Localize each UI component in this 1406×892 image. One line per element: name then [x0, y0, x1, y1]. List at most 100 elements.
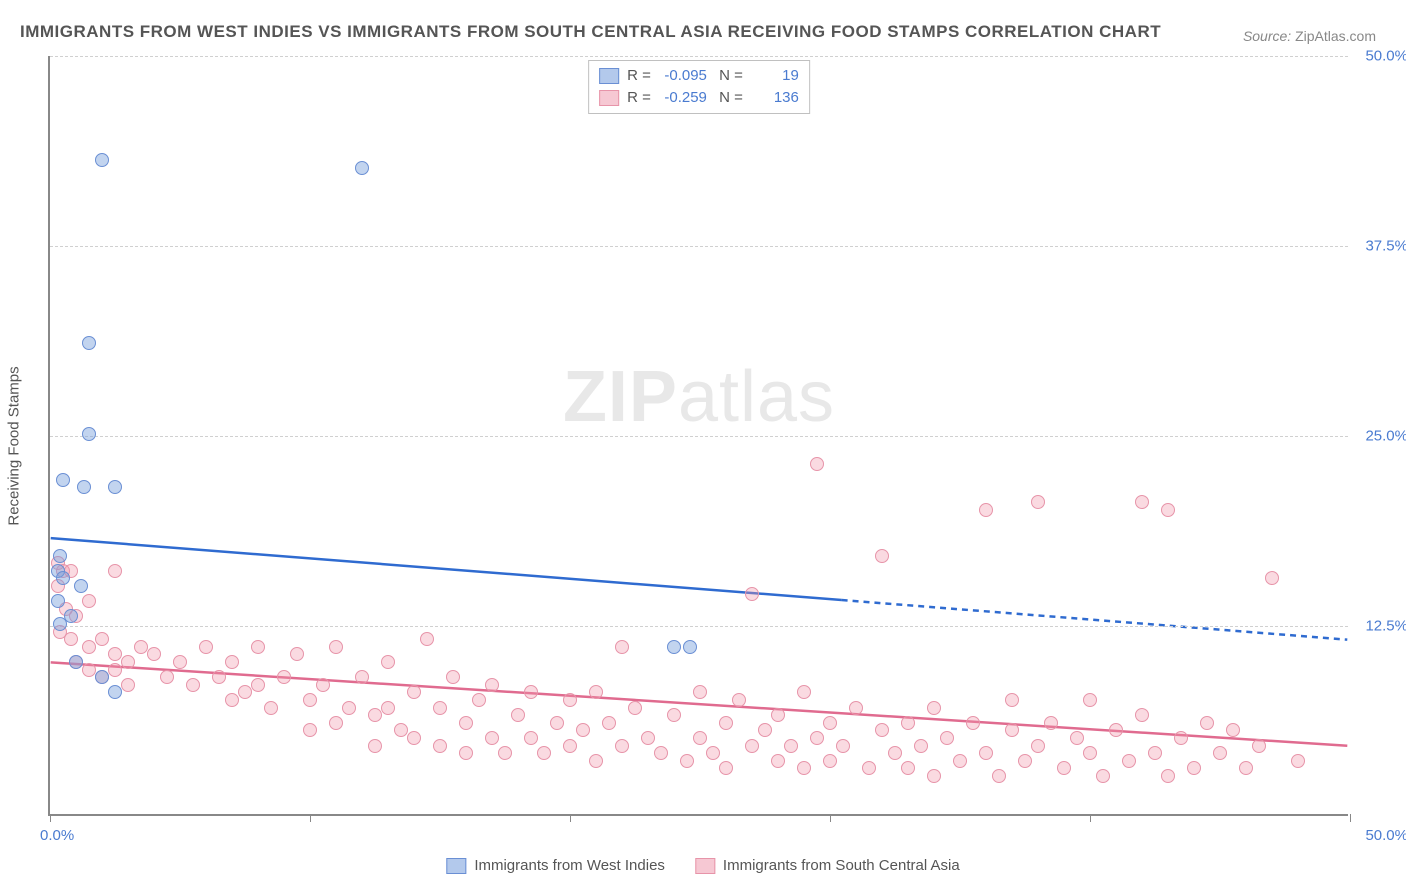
scatter-point — [771, 708, 785, 722]
x-axis-max-label: 50.0% — [1365, 827, 1406, 844]
scatter-point — [667, 640, 681, 654]
scatter-point — [264, 701, 278, 715]
scatter-point — [901, 716, 915, 730]
scatter-point — [53, 549, 67, 563]
scatter-point — [51, 594, 65, 608]
scatter-point — [667, 708, 681, 722]
scatter-point — [589, 685, 603, 699]
scatter-point — [303, 693, 317, 707]
y-axis-title: Receiving Food Stamps — [6, 366, 23, 525]
scatter-point — [134, 640, 148, 654]
scatter-point — [108, 663, 122, 677]
scatter-point — [524, 685, 538, 699]
scatter-point — [381, 701, 395, 715]
scatter-point — [173, 655, 187, 669]
scatter-point — [693, 731, 707, 745]
scatter-point — [368, 739, 382, 753]
source-attribution: Source: ZipAtlas.com — [1243, 28, 1376, 44]
scatter-point — [888, 746, 902, 760]
x-tick — [50, 814, 51, 822]
scatter-point — [628, 701, 642, 715]
scatter-point — [82, 336, 96, 350]
scatter-point — [69, 655, 83, 669]
scatter-point — [82, 640, 96, 654]
scatter-point — [459, 746, 473, 760]
scatter-point — [1187, 761, 1201, 775]
watermark-rest: atlas — [678, 357, 835, 437]
trend-lines-svg — [50, 56, 1348, 814]
bottom-legend-item-0: Immigrants from West Indies — [446, 857, 665, 874]
source-label: Source: — [1243, 28, 1291, 44]
bottom-legend: Immigrants from West Indies Immigrants f… — [446, 857, 959, 874]
scatter-point — [1291, 754, 1305, 768]
scatter-point — [810, 457, 824, 471]
scatter-point — [1057, 761, 1071, 775]
scatter-point — [485, 678, 499, 692]
scatter-point — [758, 723, 772, 737]
scatter-point — [498, 746, 512, 760]
scatter-point — [1083, 746, 1097, 760]
scatter-point — [485, 731, 499, 745]
scatter-point — [849, 701, 863, 715]
scatter-point — [524, 731, 538, 745]
scatter-point — [1083, 693, 1097, 707]
scatter-point — [1200, 716, 1214, 730]
legend-stats-row-0: R = -0.095 N = 19 — [599, 65, 799, 87]
scatter-point — [147, 647, 161, 661]
scatter-point — [64, 632, 78, 646]
scatter-point — [1018, 754, 1032, 768]
scatter-point — [121, 678, 135, 692]
scatter-point — [875, 723, 889, 737]
scatter-point — [966, 716, 980, 730]
bottom-legend-item-1: Immigrants from South Central Asia — [695, 857, 960, 874]
chart-title: IMMIGRANTS FROM WEST INDIES VS IMMIGRANT… — [20, 22, 1161, 42]
scatter-point — [1161, 769, 1175, 783]
scatter-point — [355, 670, 369, 684]
scatter-point — [1174, 731, 1188, 745]
scatter-point — [797, 761, 811, 775]
x-tick — [1090, 814, 1091, 822]
scatter-point — [823, 754, 837, 768]
scatter-point — [979, 503, 993, 517]
scatter-point — [706, 746, 720, 760]
scatter-point — [979, 746, 993, 760]
scatter-point — [290, 647, 304, 661]
stat-r-label: R = — [627, 65, 651, 87]
scatter-point — [940, 731, 954, 745]
scatter-point — [784, 739, 798, 753]
scatter-point — [77, 480, 91, 494]
scatter-point — [1122, 754, 1136, 768]
scatter-point — [654, 746, 668, 760]
y-tick-label: 37.5% — [1354, 238, 1406, 255]
y-tick-label: 25.0% — [1354, 428, 1406, 445]
scatter-point — [589, 754, 603, 768]
scatter-point — [683, 640, 697, 654]
scatter-point — [74, 579, 88, 593]
plot-area: ZIPatlas R = -0.095 N = 19 R = -0.259 N … — [48, 56, 1348, 816]
scatter-point — [1096, 769, 1110, 783]
scatter-point — [836, 739, 850, 753]
scatter-point — [1005, 693, 1019, 707]
x-tick — [310, 814, 311, 822]
scatter-point — [82, 663, 96, 677]
gridline — [50, 246, 1348, 247]
scatter-point — [537, 746, 551, 760]
scatter-point — [563, 739, 577, 753]
scatter-point — [108, 564, 122, 578]
scatter-point — [316, 678, 330, 692]
x-tick — [570, 814, 571, 822]
scatter-point — [745, 739, 759, 753]
watermark-bold: ZIP — [563, 357, 678, 437]
scatter-point — [563, 693, 577, 707]
scatter-point — [121, 655, 135, 669]
scatter-point — [641, 731, 655, 745]
legend-stats-row-1: R = -0.259 N = 136 — [599, 87, 799, 109]
scatter-point — [953, 754, 967, 768]
y-tick-label: 50.0% — [1354, 48, 1406, 65]
scatter-point — [1109, 723, 1123, 737]
stat-n-label: N = — [715, 87, 743, 109]
gridline — [50, 436, 1348, 437]
bottom-legend-label-0: Immigrants from West Indies — [474, 857, 665, 874]
scatter-point — [95, 632, 109, 646]
scatter-point — [550, 716, 564, 730]
